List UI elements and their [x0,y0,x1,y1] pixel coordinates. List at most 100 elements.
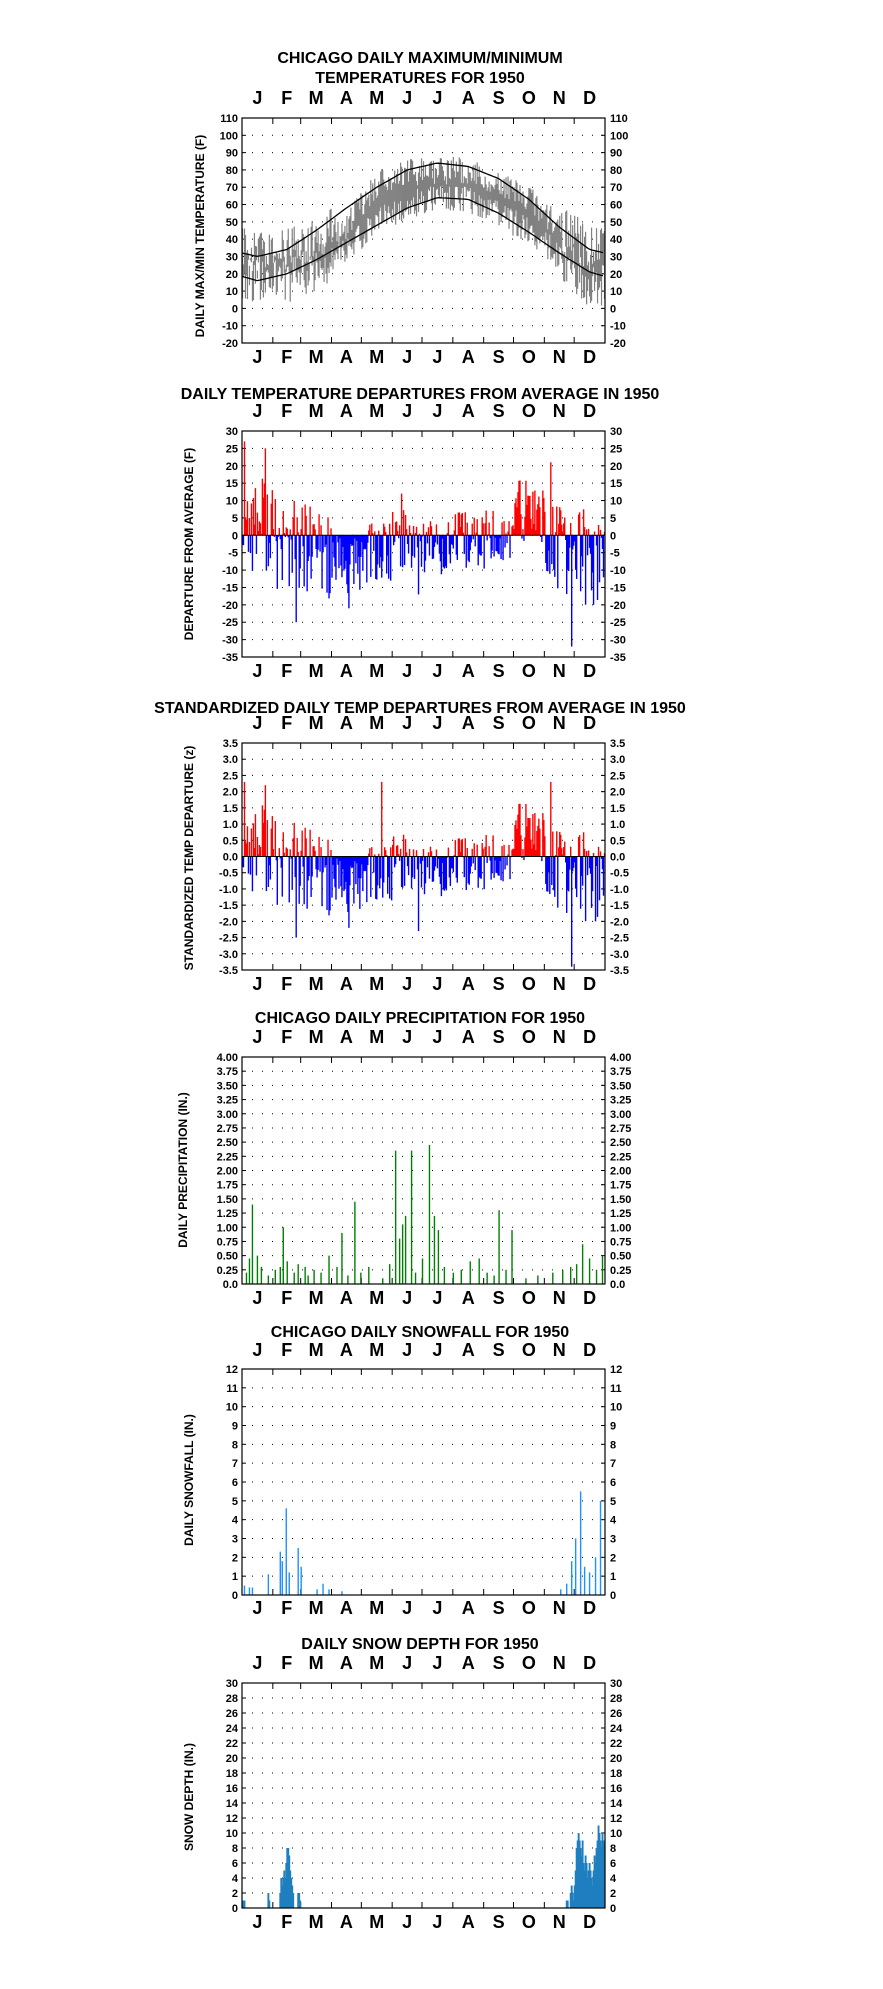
precip-ytick-label-left: 2.00 [217,1166,238,1178]
precip-ytick-label-left: 3.25 [217,1095,238,1107]
depth-plot-border [241,1682,606,1909]
dep-month-label-bottom: J [252,661,262,681]
zdep-month-label-bottom: A [462,974,475,994]
precip-ytick-label-right: 3.75 [610,1066,631,1078]
snow-month-label-top: A [462,1340,475,1360]
depth-ytick-label-right: 16 [610,1783,622,1795]
precip-ytick-label-left: 0.75 [217,1236,238,1248]
temp-ytick-label-right: 50 [610,217,622,229]
snow-title: CHICAGO DAILY SNOWFALL FOR 1950 [271,1324,570,1341]
zdep-month-label-top: S [493,713,505,733]
temp-ytick-label-left: 80 [226,165,238,177]
precip-month-label-top: D [583,1027,596,1047]
temp-ytick-label-right: 100 [610,130,628,142]
zdep-ytick-label-right: -3.5 [610,965,629,977]
depth-ytick-label-right: 20 [610,1753,622,1765]
zdep-ytick-label-right: 1.5 [610,803,625,815]
snow-month-label-top: O [522,1340,536,1360]
dep-month-label-bottom: S [493,661,505,681]
temp-month-label-top: M [369,88,384,108]
temp-month-label-top: M [309,88,324,108]
zdep-ytick-label-left: 2.5 [223,770,238,782]
precip-month-label-top: M [309,1027,324,1047]
zdep-ytick-label-left: -1.0 [219,884,238,896]
temp-month-label-bottom: O [522,347,536,367]
dep-ytick-label-left: -20 [222,600,238,612]
dep-ytick-label-left: 10 [226,496,238,508]
temp-ytick-label-left: 100 [220,130,238,142]
dep-ytick-label-left: -15 [222,582,238,594]
temp-ytick-label-left: 20 [226,269,238,281]
precip-ytick-label-right: 2.25 [610,1151,631,1163]
temp-ytick-label-left: -10 [222,321,238,333]
dep-ytick-label-left: 20 [226,461,238,473]
snow-month-label-top: J [252,1340,262,1360]
snow-ytick-label-right: 11 [610,1383,622,1395]
dep-ytick-label-left: 15 [226,478,238,490]
temp-normal-low-line [241,197,604,282]
depth-ytick-label-left: 10 [226,1828,238,1840]
precip-month-label-top: N [553,1027,566,1047]
zdep-ytick-label-left: 0.5 [223,835,238,847]
temp-month-label-top: A [462,88,475,108]
snow-month-label-bottom: D [583,1598,596,1618]
dep-ytick-label-right: -35 [610,652,626,664]
precip-ytick-label-left: 0.0 [223,1279,238,1291]
precip-month-label-top: F [281,1027,292,1047]
snow-ytick-label-left: 1 [232,1571,238,1583]
temp-ytick-label-right: 30 [610,251,622,263]
precip-month-label-top: A [340,1027,353,1047]
zdep-month-label-top: J [432,713,442,733]
precip-month-label-top: S [493,1027,505,1047]
depth-ytick-label-right: 24 [610,1723,623,1735]
snow-month-label-top: M [369,1340,384,1360]
dep-month-label-bottom: A [462,661,475,681]
depth-ytick-label-right: 12 [610,1813,622,1825]
temp-ytick-label-left: 40 [226,234,238,246]
snow-y-label: DAILY SNOWFALL (IN.) [182,1414,196,1546]
depth-month-label-top: A [462,1653,475,1673]
snow-ytick-label-left: 5 [232,1496,238,1508]
dep-title: DAILY TEMPERATURE DEPARTURES FROM AVERAG… [181,386,660,403]
precip-ytick-label-right: 1.50 [610,1194,631,1206]
zdep-ytick-label-left: -1.5 [219,900,238,912]
temp-month-label-bottom: J [402,347,412,367]
precip-month-label-bottom: J [252,1288,262,1308]
depth-ytick-label-left: 28 [226,1693,238,1705]
depth-ytick-label-left: 4 [232,1873,239,1885]
precip-ytick-label-right: 3.00 [610,1109,631,1121]
snow-month-label-bottom: S [493,1598,505,1618]
dep-month-label-top: J [402,401,412,421]
depth-month-label-bottom: A [462,1912,475,1932]
precip-month-label-bottom: J [432,1288,442,1308]
snow-ytick-label-left: 7 [232,1458,238,1470]
precip-ytick-label-left: 1.50 [217,1194,238,1206]
temp-ytick-label-right: -10 [610,321,626,333]
snow-ytick-label-left: 3 [232,1534,238,1546]
dep-plot-border [241,430,606,658]
snow-month-label-top: J [402,1340,412,1360]
temp-month-label-bottom: F [281,347,292,367]
temp-month-label-top: O [522,88,536,108]
temp-ytick-label-right: 70 [610,182,622,194]
temp-y-label: DAILY MAX/MIN TEMPERATURE (F) [193,135,207,337]
dep-ytick-label-right: -5 [610,548,620,560]
temp-ytick-label-left: 10 [226,286,238,298]
temp-chart: CHICAGO DAILY MAXIMUM/MINIMUM TEMPERATUR… [193,50,628,367]
snow-ytick-label-left: 4 [232,1515,239,1527]
dep-ytick-label-right: 0 [610,530,616,542]
temp-ytick-label-left: 70 [226,182,238,194]
snow-month-label-bottom: J [432,1598,442,1618]
precip-month-label-bottom: J [402,1288,412,1308]
snow-ytick-label-left: 9 [232,1421,238,1433]
zdep-month-label-top: J [252,713,262,733]
zdep-ytick-label-left: 3.5 [223,738,238,750]
depth-ytick-label-left: 12 [226,1813,238,1825]
zdep-month-label-top: N [553,713,566,733]
snow-ytick-label-right: 9 [610,1421,616,1433]
precip-plot-border [241,1056,606,1285]
dep-y-label: DEPARTURE FROM AVERAGE (F) [182,448,196,640]
temp-ytick-label-right: 40 [610,234,622,246]
